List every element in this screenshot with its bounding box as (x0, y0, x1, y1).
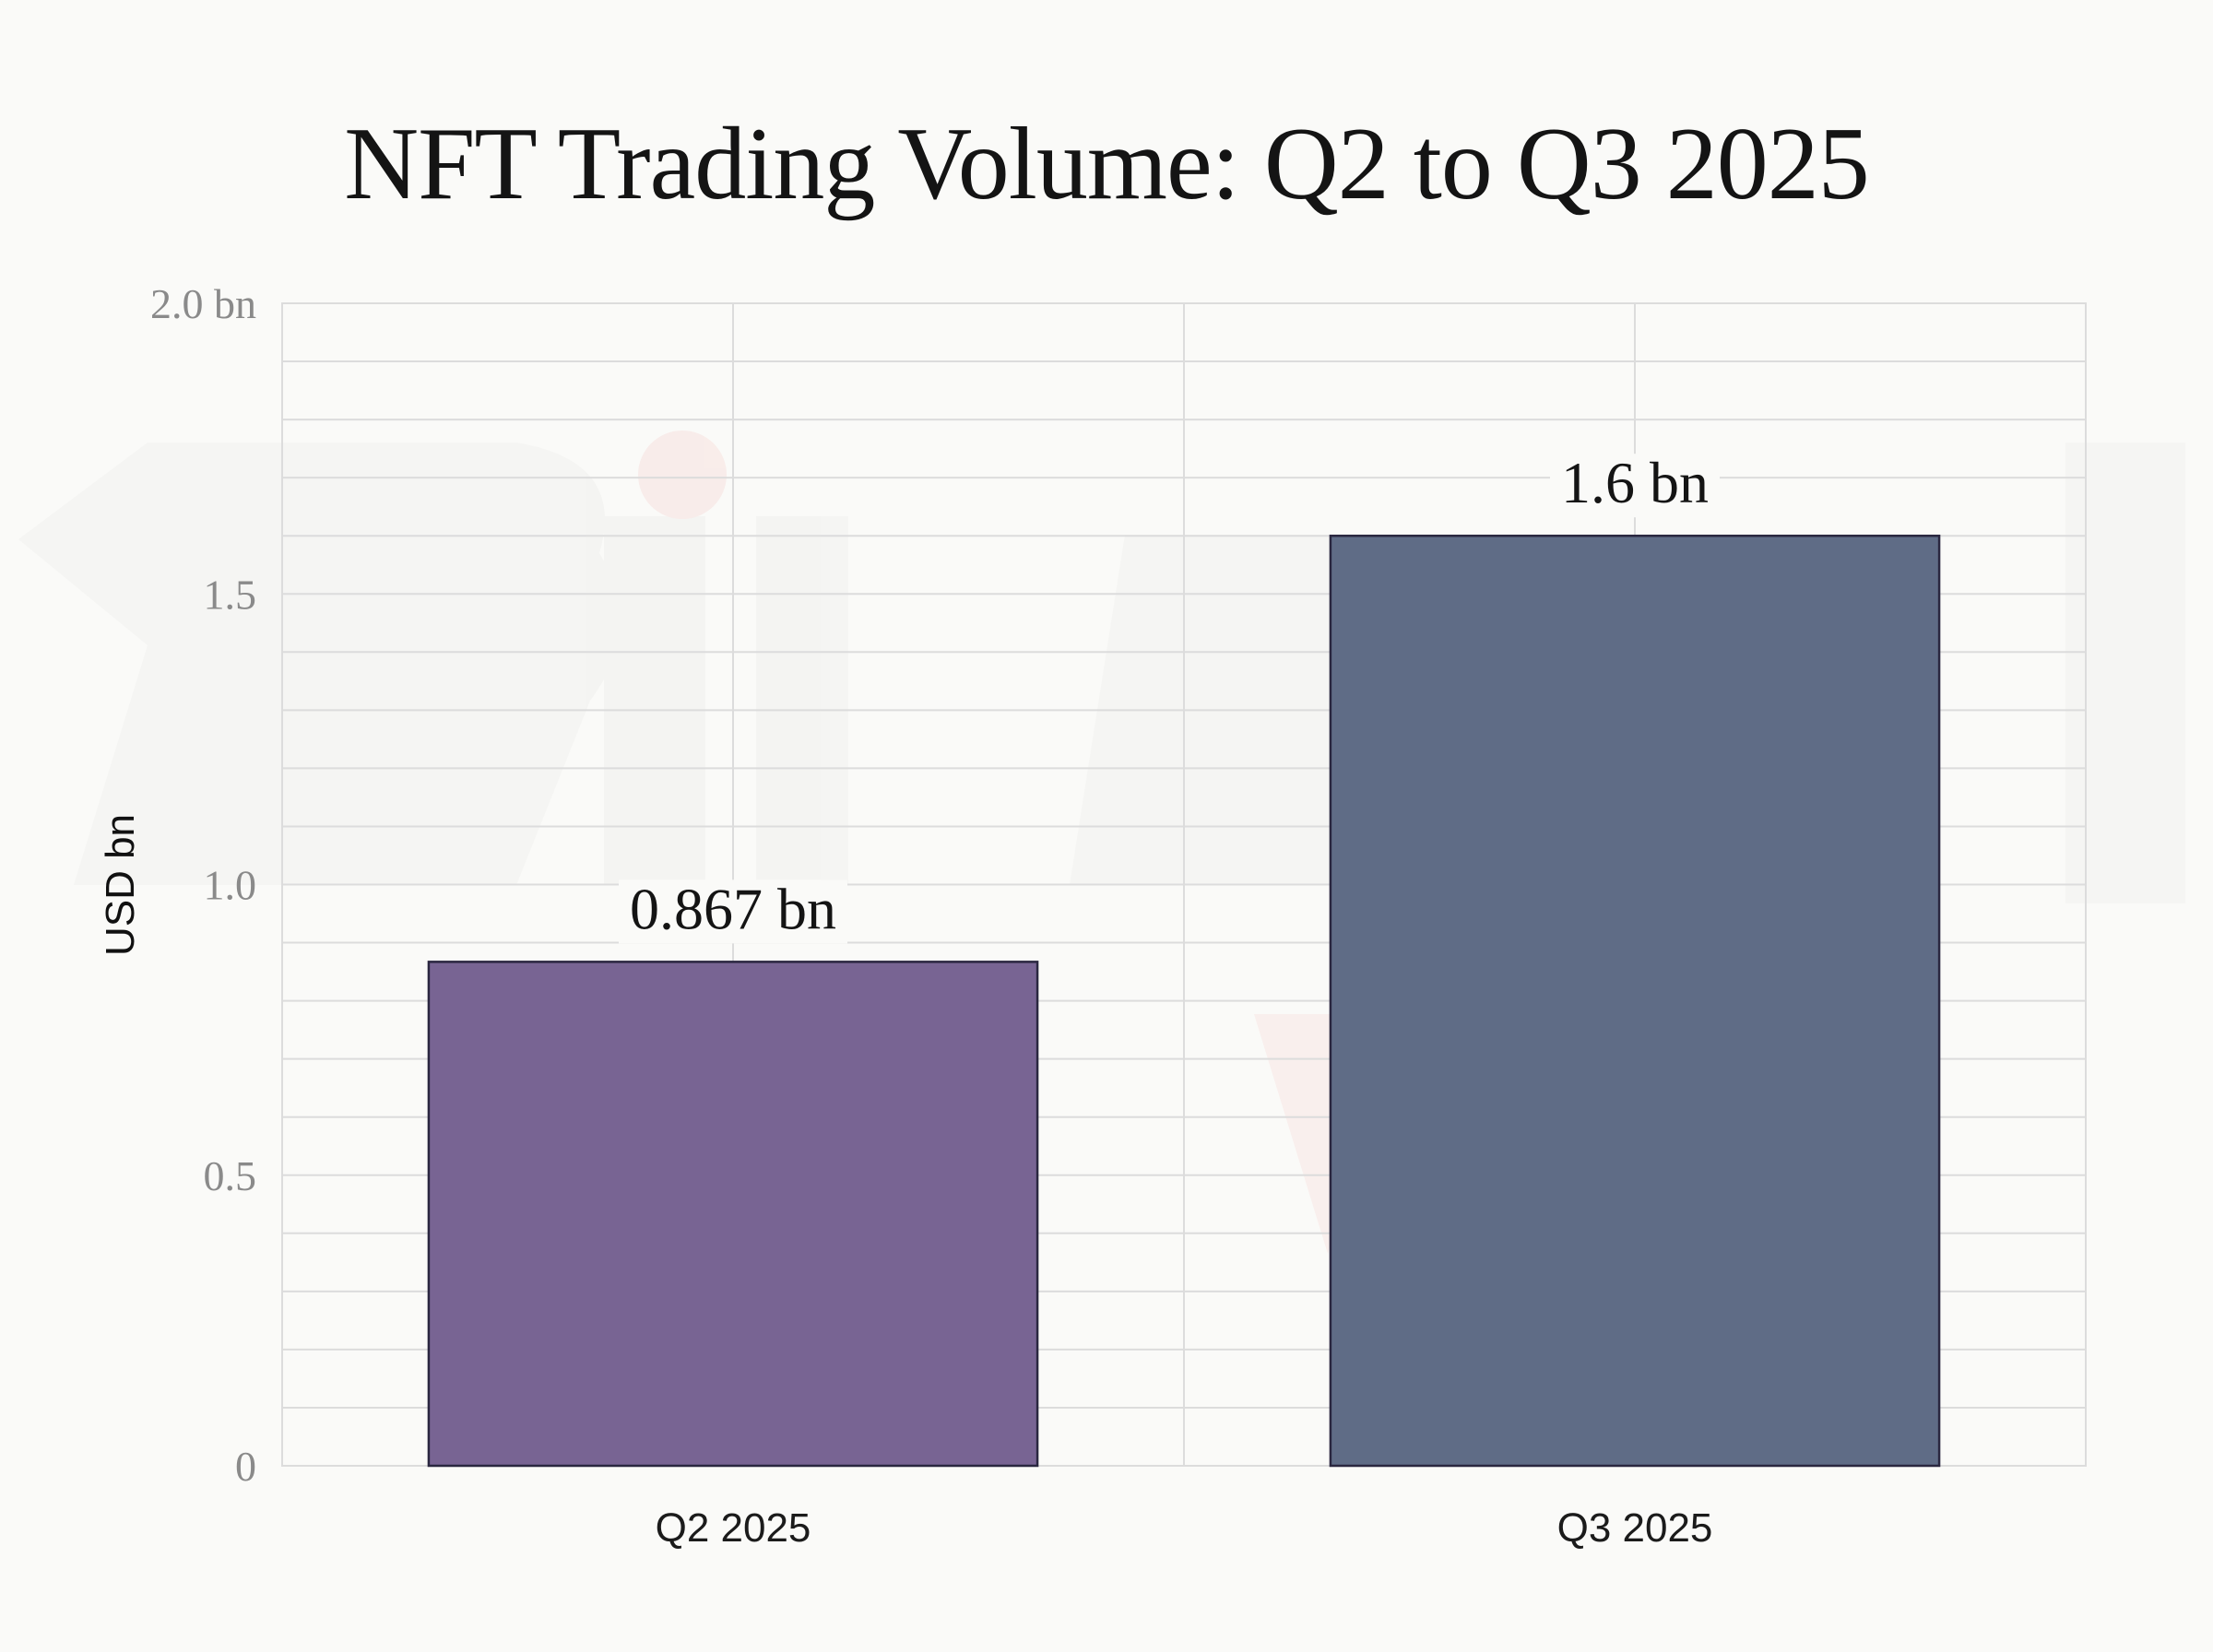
data-label-background (1550, 454, 1720, 518)
x-tick-label: Q3 2025 (1557, 1505, 1713, 1551)
y-tick-label: 0.5 (204, 1152, 257, 1199)
x-tick-label: Q2 2025 (656, 1505, 811, 1551)
chart-title: NFT Trading Volume: Q2 to Q3 2025 (344, 107, 1870, 221)
y-tick-label: 1.0 (204, 862, 257, 909)
y-tick-label: 1.5 (204, 571, 257, 618)
data-label: 1.6 bn (1561, 450, 1709, 515)
bar (427, 961, 1039, 1468)
data-label-background (619, 879, 847, 944)
y-axis-title: USD bn (98, 814, 143, 956)
y-tick-label: 2.0 bn (150, 280, 256, 327)
data-label: 0.867 bn (630, 876, 836, 941)
bars (427, 534, 1941, 1468)
labels: 0 0.5 1.0 1.5 2.0 bn 0.867 bn Q2 2025 1.6 bn Q3 … (150, 280, 1720, 1551)
y-tick-label: 0 (235, 1443, 256, 1490)
bar (1329, 534, 1941, 1468)
